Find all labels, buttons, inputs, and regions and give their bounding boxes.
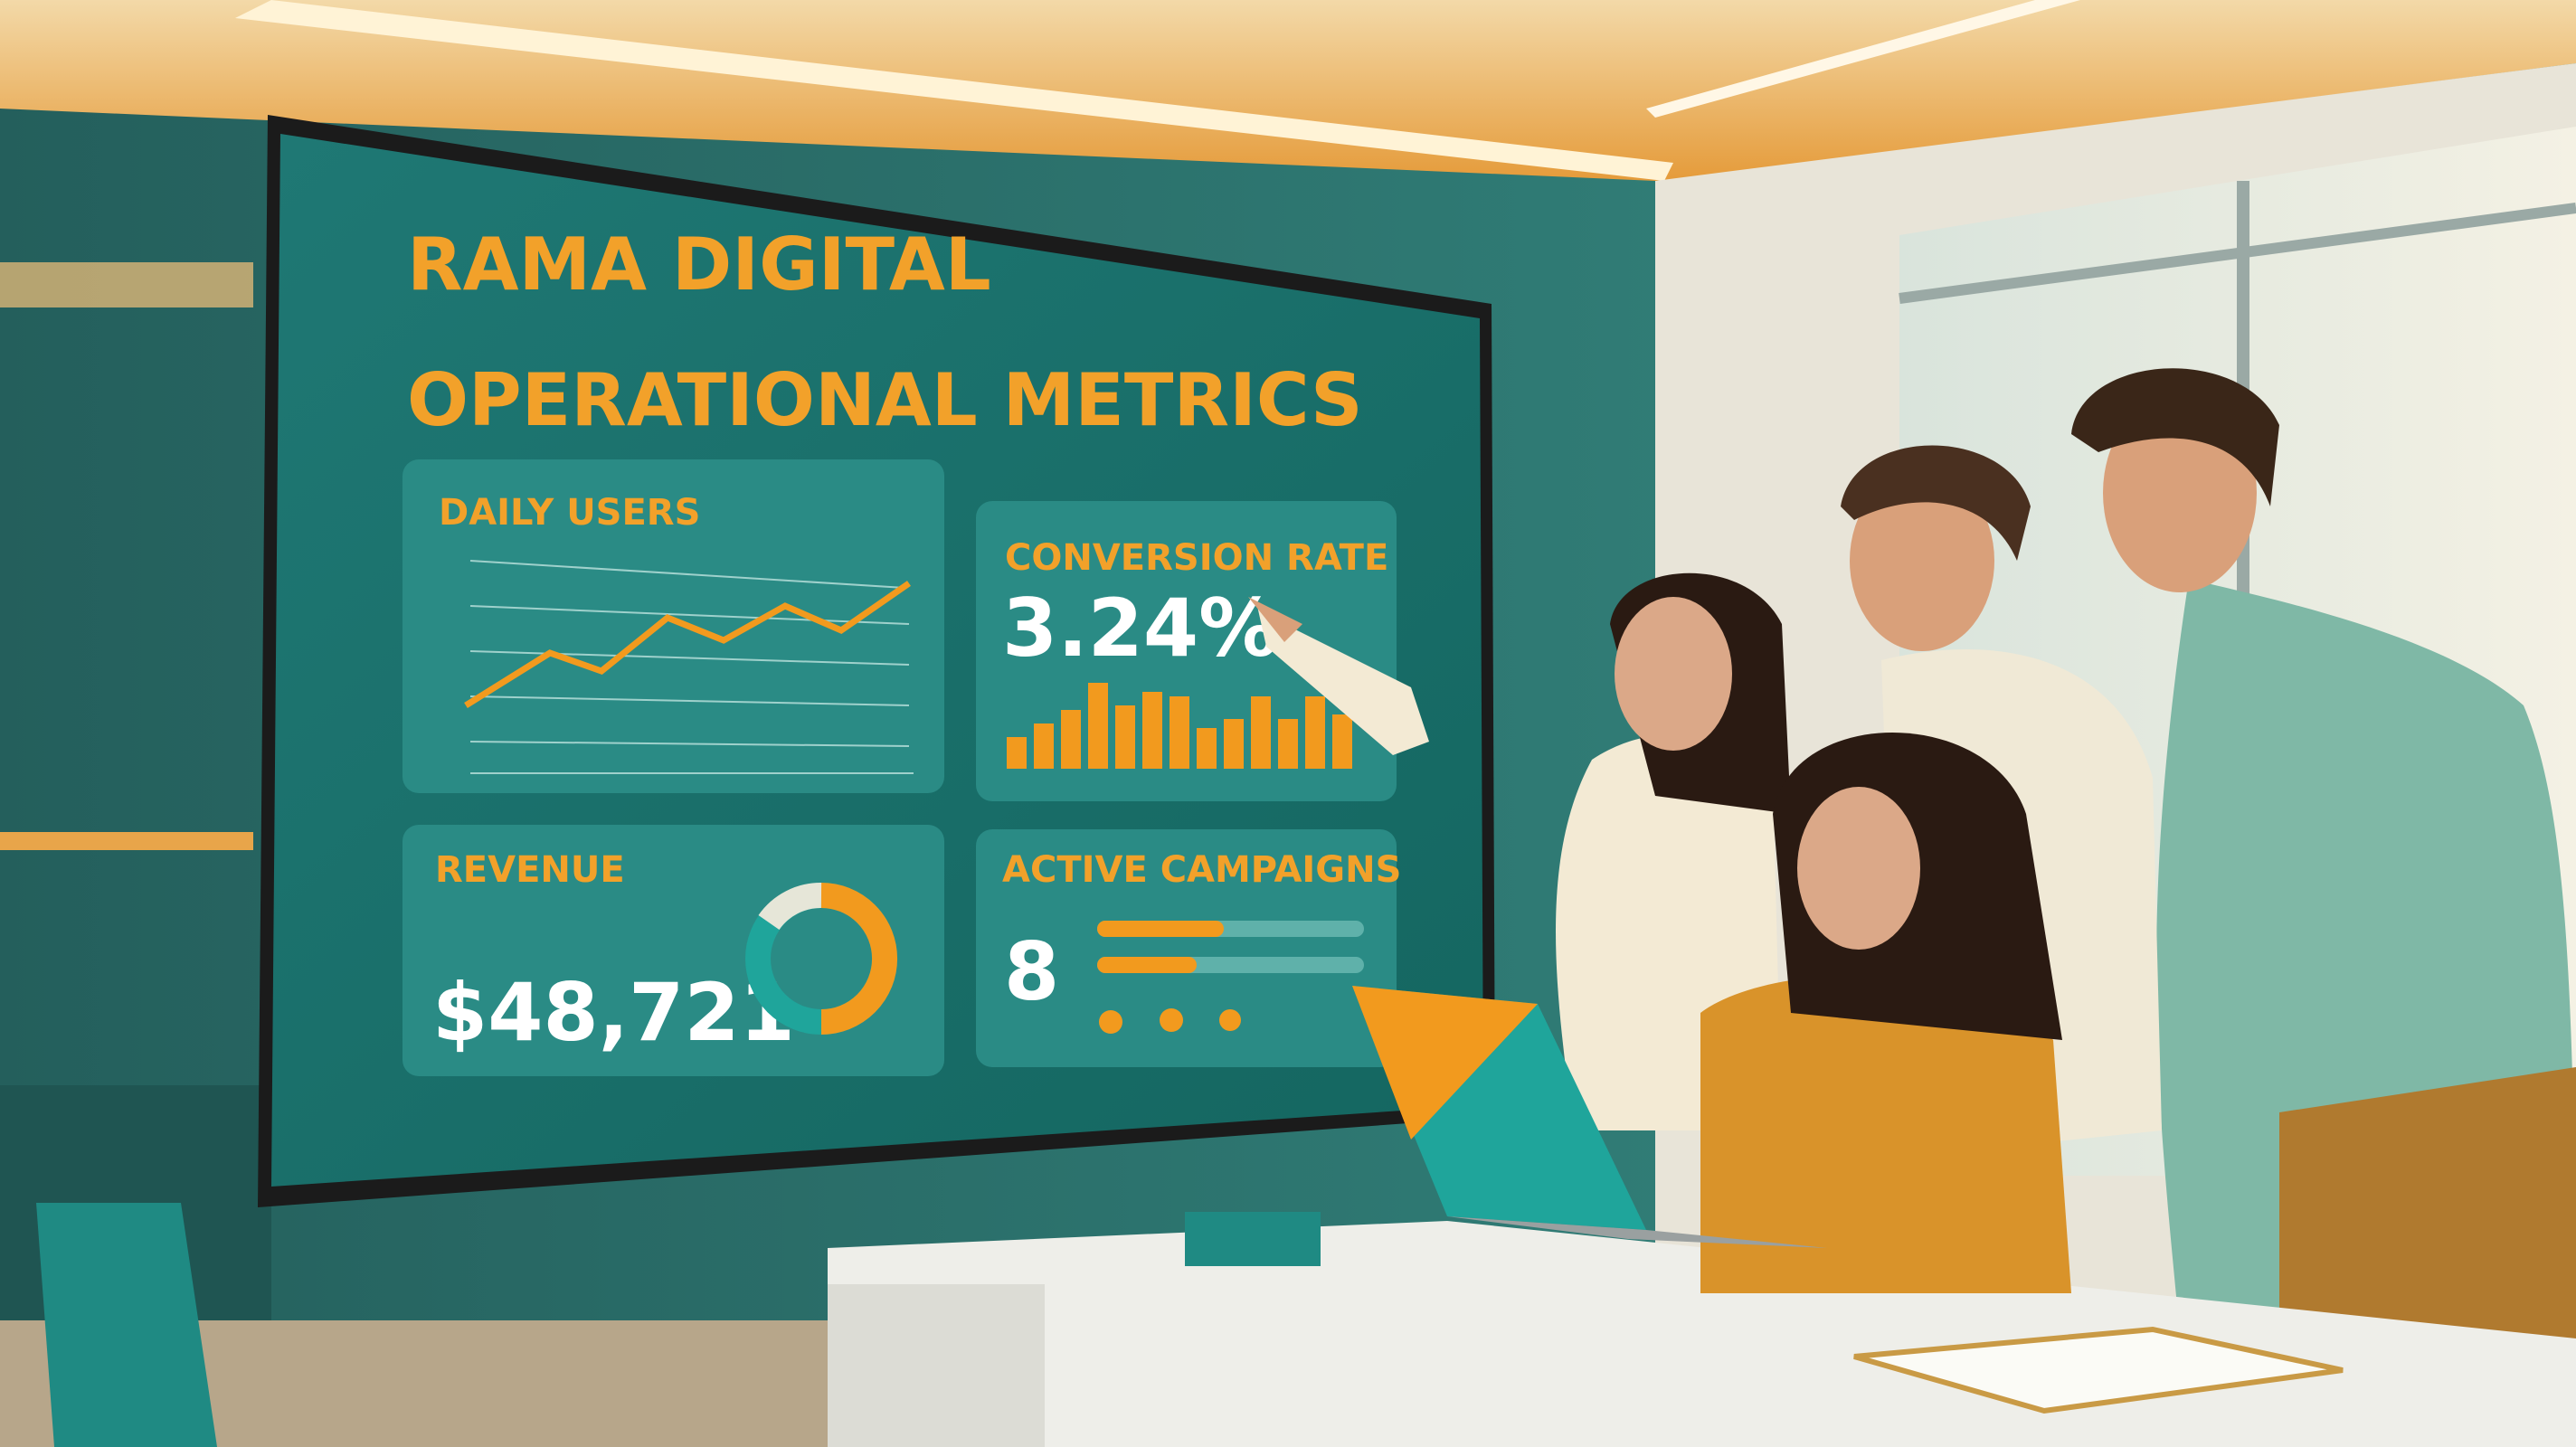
hand xyxy=(1248,597,1302,642)
panel-value: $48,721 xyxy=(432,966,795,1059)
panel-label: ACTIVE CAMPAIGNS xyxy=(1002,849,1401,891)
face xyxy=(1615,597,1732,751)
person xyxy=(1700,975,2071,1293)
arm xyxy=(1257,606,1429,755)
donut-segment xyxy=(820,883,897,1035)
panel-label: DAILY USERS xyxy=(439,492,700,534)
hair xyxy=(2071,368,2279,506)
window-frame xyxy=(1899,203,2576,304)
progress-bar xyxy=(1097,957,1197,973)
chair xyxy=(36,1203,217,1447)
panel-label: REVENUE xyxy=(435,849,625,891)
donut-segment xyxy=(758,882,822,931)
panel-value: 3.24% xyxy=(1002,582,1278,675)
line-grid xyxy=(469,560,914,774)
icons xyxy=(1099,1008,1241,1034)
hair xyxy=(1841,445,2031,561)
bar-chart xyxy=(1007,683,1352,769)
progress-bar xyxy=(1097,921,1224,937)
notebook xyxy=(1853,1326,2344,1414)
panel xyxy=(402,459,944,793)
desk-object xyxy=(1185,1212,1321,1266)
screen-title: OPERATIONAL METRICS xyxy=(407,358,1363,442)
panel-value: 8 xyxy=(1004,925,1059,1018)
laptop-base xyxy=(1447,1216,1827,1248)
screen-title: RAMA DIGITAL xyxy=(407,222,991,307)
shelf-light xyxy=(0,262,253,307)
panel-label: CONVERSION RATE xyxy=(1005,537,1388,579)
desk-leg xyxy=(828,1284,1045,1447)
line-chart xyxy=(464,581,911,708)
ceiling-light xyxy=(1646,0,2080,118)
laptop-accent xyxy=(1352,986,1538,1140)
shelf xyxy=(0,832,253,850)
ceiling-light xyxy=(235,0,1673,181)
face xyxy=(1797,787,1920,950)
face xyxy=(1850,470,1994,651)
panel xyxy=(976,829,1397,1067)
